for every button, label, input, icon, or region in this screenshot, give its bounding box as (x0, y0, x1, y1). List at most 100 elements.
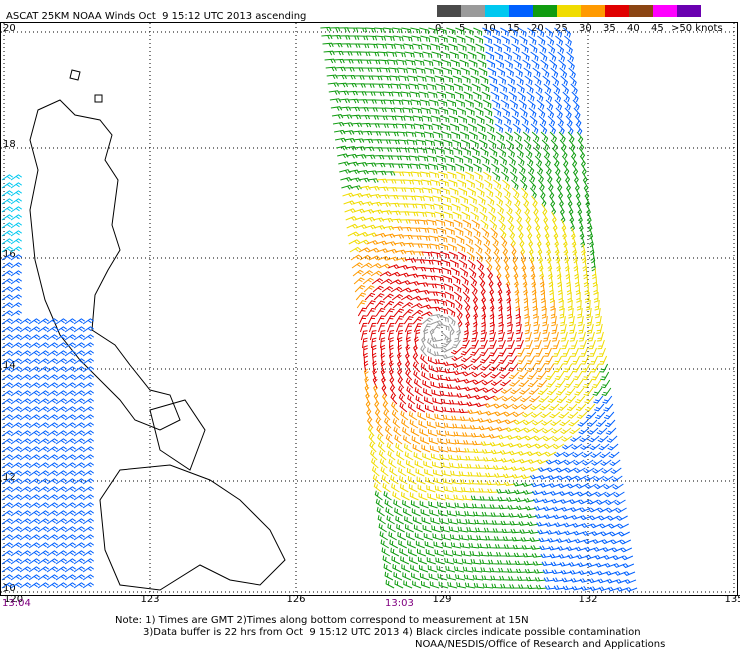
wind-barb (405, 377, 414, 389)
wind-barb (590, 363, 600, 373)
wind-barb (466, 179, 475, 189)
wind-barb (546, 529, 558, 535)
wind-barb (513, 419, 526, 425)
wind-barb (353, 138, 365, 143)
wind-barb (529, 115, 538, 126)
wind-barb (577, 562, 590, 568)
wind-barb (612, 555, 625, 561)
wind-barb (607, 443, 619, 451)
wind-barb (463, 299, 471, 311)
wind-barb (543, 83, 552, 94)
wind-barb (365, 99, 377, 104)
wind-barb (64, 342, 76, 349)
wind-barb (485, 187, 494, 198)
wind-barb (538, 43, 547, 54)
wind-barb (438, 382, 449, 389)
wind-barb (431, 461, 442, 469)
wind-barb (431, 389, 441, 397)
wind-barb (498, 339, 506, 349)
wind-barb (73, 422, 85, 429)
wind-barb (383, 409, 391, 421)
wind-barb (541, 307, 547, 319)
wind-barb (383, 99, 395, 105)
wind-barb (587, 427, 599, 435)
wind-barb (479, 147, 489, 157)
wind-barb (564, 467, 577, 473)
wind-barb (372, 360, 377, 373)
wind-barb (387, 59, 398, 66)
wind-barb (378, 263, 391, 269)
wind-barb (367, 315, 377, 325)
wind-barb (481, 315, 486, 328)
wind-barb (524, 211, 531, 223)
wind-barb (329, 98, 342, 103)
wind-barb (465, 107, 475, 116)
wind-barb (55, 462, 67, 469)
wind-barb (438, 445, 449, 453)
wind-barb (508, 512, 520, 518)
wind-barb (594, 554, 607, 560)
wind-barb (518, 27, 527, 37)
time-label: 13:03 (385, 598, 414, 609)
wind-barb (397, 531, 407, 541)
wind-barb (412, 443, 422, 453)
wind-barb (393, 308, 405, 317)
wind-barb (597, 578, 610, 584)
wind-barb (371, 337, 377, 349)
wind-barb (547, 395, 559, 403)
wind-barb (506, 434, 519, 440)
wind-barb (561, 155, 569, 167)
wind-barb (451, 355, 463, 362)
wind-barb (424, 139, 435, 147)
wind-barb (441, 267, 452, 275)
wind-barb (1, 470, 13, 477)
wind-barb (432, 469, 443, 477)
wind-barb (434, 413, 445, 421)
wind-barb (1, 190, 13, 197)
wind-barb (570, 577, 583, 583)
wind-barb (507, 568, 519, 573)
wind-barb (588, 435, 600, 443)
wind-barb (10, 446, 22, 453)
wind-barb (537, 35, 546, 46)
wind-barb (468, 479, 480, 485)
wind-barb (348, 239, 361, 245)
wind-barb (354, 284, 366, 293)
wind-barb (427, 356, 437, 365)
wind-barb (531, 275, 536, 288)
wind-barb (526, 91, 535, 102)
wind-barb (330, 106, 343, 111)
wind-barb (410, 564, 420, 573)
wind-barb (367, 115, 379, 120)
wind-barb (55, 518, 67, 525)
wind-barb (389, 539, 399, 549)
legend-label: 15 (507, 23, 520, 34)
wind-barb (324, 58, 336, 64)
wind-barb (423, 329, 429, 341)
wind-barb (517, 371, 529, 380)
wind-barb (600, 459, 612, 467)
wind-barb (55, 558, 67, 565)
wind-barb (430, 517, 440, 525)
wind-barb (499, 227, 507, 239)
wind-barb (454, 155, 464, 164)
legend-swatch (533, 5, 557, 17)
wind-barb (440, 398, 451, 405)
wind-barb (359, 254, 372, 261)
wind-barb (552, 435, 564, 442)
wind-barb (322, 42, 334, 48)
wind-barb (583, 387, 594, 396)
wind-barb (37, 422, 49, 429)
wind-barb (407, 402, 417, 413)
wind-barb (448, 526, 459, 533)
wind-barb (511, 403, 524, 410)
wind-barb (516, 155, 525, 166)
wind-barb (493, 43, 503, 53)
wind-barb (606, 507, 618, 513)
wind-barb (382, 155, 394, 160)
wind-barb (515, 497, 527, 503)
wind-barb (517, 227, 524, 239)
wind-barb (10, 534, 22, 541)
wind-barb (486, 267, 494, 279)
wind-barb (369, 330, 377, 341)
